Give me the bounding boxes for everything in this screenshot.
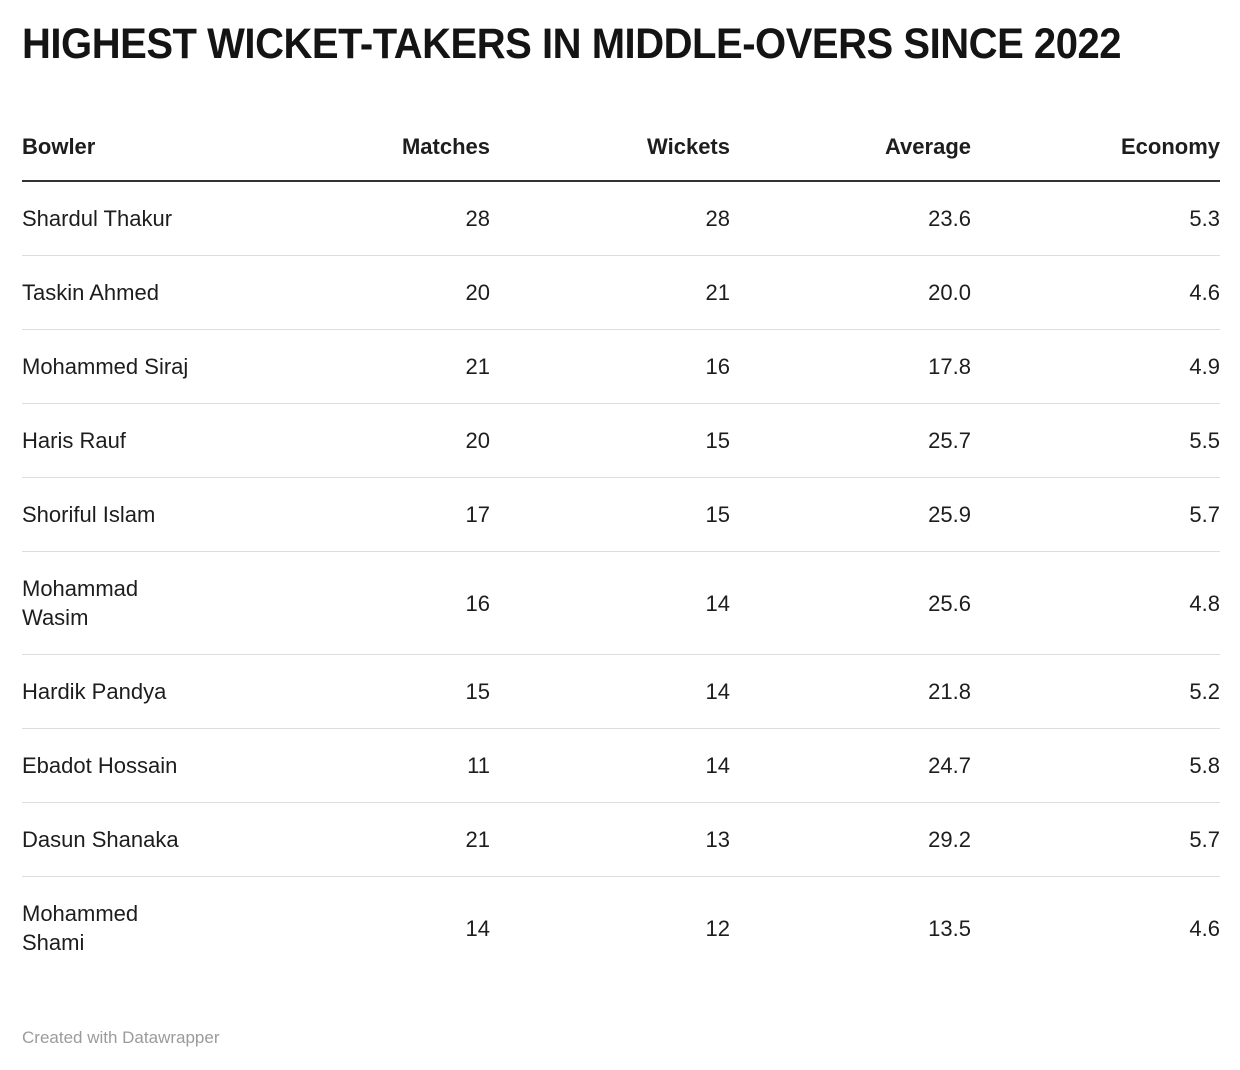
wickets-value: 14 xyxy=(490,728,730,803)
economy-value: 4.9 xyxy=(971,329,1220,404)
matches-value: 28 xyxy=(250,181,490,256)
average-value: 29.2 xyxy=(730,802,971,877)
page-title: HIGHEST WICKET-TAKERS IN MIDDLE-OVERS SI… xyxy=(22,20,1122,68)
average-value: 21.8 xyxy=(730,654,971,729)
bowler-name: Shardul Thakur xyxy=(22,181,250,256)
column-header-wickets: Wickets xyxy=(490,66,730,182)
bowler-name: Hardik Pandya xyxy=(22,654,250,729)
table-row: Haris Rauf 20 15 25.7 5.5 xyxy=(22,403,1220,478)
bowler-name: Mohammad Wasim xyxy=(22,551,250,655)
wickets-value: 28 xyxy=(490,181,730,256)
wickets-value: 21 xyxy=(490,255,730,330)
datawrapper-credit-link[interactable]: Created with Datawrapper xyxy=(22,1028,220,1047)
wickets-value: 14 xyxy=(490,654,730,729)
matches-value: 21 xyxy=(250,329,490,404)
bowler-name: Dasun Shanaka xyxy=(22,802,250,877)
average-value: 17.8 xyxy=(730,329,971,404)
economy-value: 5.7 xyxy=(971,802,1220,877)
table-row: Hardik Pandya 15 14 21.8 5.2 xyxy=(22,654,1220,729)
matches-value: 14 xyxy=(465,915,490,941)
bowler-name: Haris Rauf xyxy=(22,403,250,478)
table-row: Shardul Thakur 28 28 23.6 5.3 xyxy=(22,181,1220,256)
table-header: Bowler Matches Wickets Average Economy xyxy=(22,66,1220,182)
matches-value: 15 xyxy=(250,654,490,729)
economy-value: 4.6 xyxy=(971,255,1220,330)
wickets-value: 14 xyxy=(490,551,730,655)
average-value: 20.0 xyxy=(730,255,971,330)
table-row: Taskin Ahmed 20 21 20.0 4.6 xyxy=(22,255,1220,330)
average-value: 25.9 xyxy=(730,477,971,552)
matches-value: 11 xyxy=(250,728,490,803)
average-value: 13.5 xyxy=(928,915,971,941)
column-header-average: Average xyxy=(730,66,971,182)
matches-value: 16 xyxy=(250,551,490,655)
matches-value: 20 xyxy=(250,255,490,330)
table-row: Mohammed Shami 14 12 13.5 4.6 xyxy=(22,877,1220,980)
economy-value: 5.3 xyxy=(971,181,1220,256)
bowler-name: Taskin Ahmed xyxy=(22,255,250,330)
table-row: Mohammad Wasim 16 14 25.6 4.8 xyxy=(22,551,1220,655)
datawrapper-table-chart: HIGHEST WICKET-TAKERS IN MIDDLE-OVERS SI… xyxy=(0,22,1240,1070)
bowler-name: Ebadot Hossain xyxy=(22,728,250,803)
wickets-value: 15 xyxy=(490,477,730,552)
economy-value: 5.2 xyxy=(971,654,1220,729)
matches-value: 17 xyxy=(250,477,490,552)
wicket-takers-table: Bowler Matches Wickets Average Economy S… xyxy=(22,66,1220,979)
table-row: Shoriful Islam 17 15 25.9 5.7 xyxy=(22,477,1220,552)
bowler-name: Mohammed Shami xyxy=(22,901,139,955)
economy-value: 5.7 xyxy=(971,477,1220,552)
column-header-bowler: Bowler xyxy=(22,66,250,182)
economy-value: 5.8 xyxy=(971,728,1220,803)
table-row: Dasun Shanaka 21 13 29.2 5.7 xyxy=(22,802,1220,877)
wickets-value: 13 xyxy=(490,802,730,877)
attribution-footer: Created with Datawrapper xyxy=(22,1027,1240,1049)
average-value: 23.6 xyxy=(730,181,971,256)
bowler-name: Shoriful Islam xyxy=(22,477,250,552)
economy-value: 4.8 xyxy=(971,551,1220,655)
average-value: 25.6 xyxy=(730,551,971,655)
table-row: Ebadot Hossain 11 14 24.7 5.8 xyxy=(22,728,1220,803)
average-value: 25.7 xyxy=(730,403,971,478)
wickets-value: 16 xyxy=(490,329,730,404)
table-row: Mohammed Siraj 21 16 17.8 4.9 xyxy=(22,329,1220,404)
table-body: Shardul Thakur 28 28 23.6 5.3 Taskin Ahm… xyxy=(22,181,1220,979)
column-header-matches: Matches xyxy=(250,66,490,182)
economy-value: 5.5 xyxy=(971,403,1220,478)
economy-value: 4.6 xyxy=(1189,915,1220,941)
wickets-value: 15 xyxy=(490,403,730,478)
column-header-economy: Economy xyxy=(971,66,1220,182)
bowler-name: Mohammed Siraj xyxy=(22,329,250,404)
wickets-value: 12 xyxy=(705,915,730,941)
average-value: 24.7 xyxy=(730,728,971,803)
matches-value: 21 xyxy=(250,802,490,877)
table-header-row: Bowler Matches Wickets Average Economy xyxy=(22,66,1220,182)
matches-value: 20 xyxy=(250,403,490,478)
